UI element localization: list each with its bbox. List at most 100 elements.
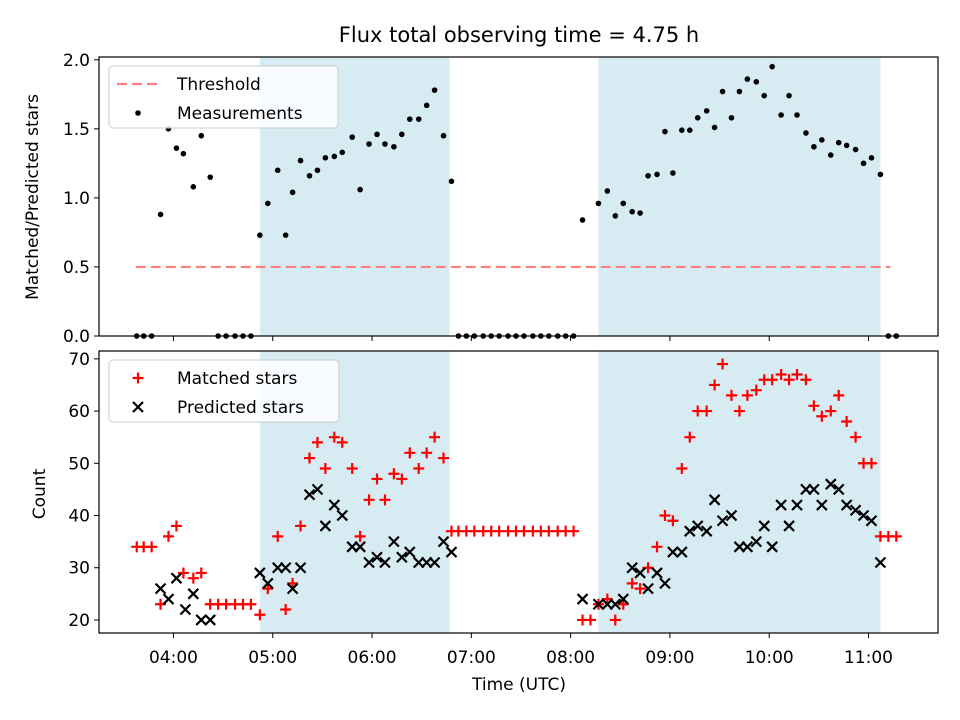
- predicted-star-point: [354, 541, 366, 553]
- predicted-star-point: [388, 535, 400, 548]
- predicted-star-point: [319, 520, 332, 532]
- measurement-point: [314, 167, 321, 174]
- predicted-star-point: [428, 556, 441, 569]
- measurement-point: [736, 88, 743, 95]
- measurement-point: [289, 189, 296, 196]
- predicted-star-point: [379, 556, 391, 569]
- matched-star-point: [750, 384, 762, 396]
- measurement-point: [778, 112, 784, 118]
- measurement-point: [406, 116, 413, 122]
- measurement-point: [339, 149, 346, 156]
- measurement-point: [357, 186, 363, 193]
- legend-label: Measurements: [177, 104, 303, 124]
- predicted-star-point: [179, 603, 192, 616]
- matched-star-point: [568, 525, 580, 537]
- predicted-star-point: [609, 598, 622, 611]
- measurement-point: [827, 152, 834, 158]
- predicted-star-point: [154, 582, 167, 595]
- predicted-star-point: [279, 561, 292, 574]
- matched-star-point: [254, 609, 266, 621]
- predicted-star-point: [286, 582, 299, 595]
- measurement-point: [679, 127, 685, 134]
- y-tick-label: 40: [68, 507, 90, 527]
- observing-band: [598, 57, 881, 336]
- matched-star-point: [783, 374, 795, 386]
- x-tick-label: 04:00: [149, 648, 198, 668]
- predicted-star-point: [311, 483, 324, 496]
- measurement-point: [349, 134, 355, 140]
- measurement-point: [399, 131, 405, 138]
- predicted-star-point: [328, 499, 341, 511]
- measurement-point: [769, 63, 775, 70]
- predicted-star-point: [758, 520, 771, 532]
- measurement-point: [382, 141, 388, 147]
- y-tick-label: 70: [68, 350, 90, 370]
- matched-star-point: [659, 510, 671, 521]
- predicted-star-point: [642, 582, 654, 595]
- measurement-point: [620, 200, 627, 207]
- predicted-star-point: [363, 556, 375, 569]
- matched-star-point: [676, 463, 688, 474]
- measurement-point: [264, 200, 271, 207]
- matched-star-point: [195, 567, 207, 579]
- measurement-point: [811, 143, 817, 150]
- x-tick-label: 08:00: [546, 648, 595, 668]
- matched-star-point: [371, 473, 383, 485]
- x-tick-label: 09:00: [645, 648, 694, 668]
- matched-star-point: [800, 374, 812, 386]
- ratio-plot: 0.0 0.5 1.0 1.5 2.0 Threshold Measurements: [63, 51, 939, 347]
- measurement-point: [662, 128, 668, 135]
- y-tick-label: 2.0: [63, 51, 90, 71]
- matched-star-point: [354, 530, 366, 542]
- measurement-point: [604, 188, 611, 194]
- legend-measurements-swatch: [135, 110, 141, 116]
- measurement-point: [366, 141, 372, 147]
- predicted-star-point: [716, 514, 729, 527]
- measurement-point: [207, 174, 214, 180]
- matched-star-point: [438, 452, 450, 464]
- measurement-point: [728, 114, 735, 121]
- matched-star-point: [816, 410, 828, 422]
- matched-star-point: [684, 431, 696, 443]
- matched-star-point: [187, 572, 199, 584]
- measurement-point: [852, 146, 859, 153]
- matched-star-point: [413, 463, 425, 474]
- matched-star-point: [336, 436, 348, 448]
- matched-star-point: [701, 405, 713, 417]
- measurement-point: [415, 116, 422, 122]
- matched-star-point: [651, 541, 663, 553]
- measurement-point: [274, 167, 281, 174]
- predicted-star-point: [617, 593, 630, 605]
- matched-star-point: [850, 431, 862, 443]
- measurement-point: [391, 143, 397, 150]
- predicted-star-point: [865, 514, 878, 527]
- y-tick-label: 30: [68, 559, 90, 579]
- predicted-star-point: [626, 561, 638, 574]
- y-tick-label: 20: [68, 611, 90, 631]
- matched-star-point: [766, 374, 778, 386]
- legend-label: Matched stars: [177, 369, 297, 389]
- matched-star-point: [741, 389, 753, 401]
- measurement-point: [257, 232, 263, 238]
- measurement-point: [654, 171, 660, 178]
- x-tick-label: 06:00: [348, 648, 397, 668]
- predicted-star-point: [294, 561, 307, 574]
- matched-star-point: [634, 583, 646, 595]
- matched-star-point: [404, 447, 416, 459]
- matched-star-point: [725, 389, 737, 401]
- predicted-star-point: [750, 535, 763, 548]
- matched-star-point: [617, 598, 629, 610]
- matched-star-point: [808, 400, 820, 412]
- figure-title: Flux total observing time = 4.75 h: [339, 23, 699, 47]
- measurement-point: [744, 76, 751, 82]
- legend-box: [108, 359, 340, 423]
- matched-star-point: [833, 389, 845, 401]
- y-tick-label: 1.0: [63, 189, 90, 209]
- matched-star-point: [865, 457, 877, 469]
- predicted-star-point: [700, 525, 713, 537]
- y-tick-label: 50: [68, 454, 90, 474]
- predicted-star-point: [824, 478, 837, 490]
- legend-label: Threshold: [176, 75, 261, 95]
- predicted-star-point: [667, 546, 679, 558]
